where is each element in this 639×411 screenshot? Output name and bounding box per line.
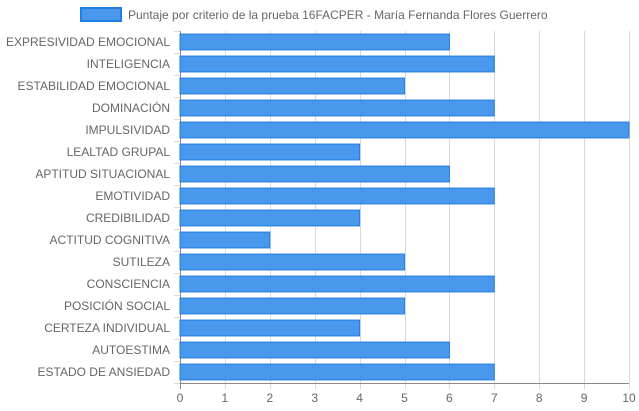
bar[interactable] xyxy=(179,143,361,161)
bars xyxy=(179,33,630,381)
category-label: SUTILEZA xyxy=(113,255,170,269)
category-label: CERTEZA INDIVIDUAL xyxy=(44,321,170,335)
x-tick-label: 0 xyxy=(177,391,184,405)
category-label: APTITUD SITUACIONAL xyxy=(35,167,170,181)
category-label: ESTABILIDAD EMOCIONAL xyxy=(18,79,171,93)
x-tick-label: 10 xyxy=(622,391,636,405)
x-tick-label: 2 xyxy=(266,391,273,405)
category-label: EXPRESIVIDAD EMOCIONAL xyxy=(6,35,170,49)
x-tick-label: 4 xyxy=(356,391,363,405)
category-label: CONSCIENCIA xyxy=(87,277,170,291)
x-tick-label: 6 xyxy=(446,391,453,405)
bar[interactable] xyxy=(179,275,495,293)
bar[interactable] xyxy=(179,363,495,381)
bar[interactable] xyxy=(179,121,630,139)
x-tick-label: 5 xyxy=(401,391,408,405)
bar[interactable] xyxy=(179,341,450,359)
x-tick-label: 8 xyxy=(536,391,543,405)
category-label: POSICIÓN SOCIAL xyxy=(64,298,170,313)
category-label: IMPULSIVIDAD xyxy=(85,123,170,137)
legend-label: Puntaje por criterio de la prueba 16FACP… xyxy=(128,8,548,22)
category-label: AUTOESTIMA xyxy=(92,343,170,357)
category-label: LEALTAD GRUPAL xyxy=(67,145,171,159)
bar[interactable] xyxy=(179,165,450,183)
bar[interactable] xyxy=(179,209,361,227)
x-tick-label: 7 xyxy=(491,391,498,405)
bar[interactable] xyxy=(179,99,495,117)
bar[interactable] xyxy=(179,33,450,51)
category-labels: EXPRESIVIDAD EMOCIONAL INTELIGENCIA ESTABI… xyxy=(6,35,170,379)
x-tick-label: 1 xyxy=(222,391,229,405)
bar[interactable] xyxy=(179,187,495,205)
x-tick-labels: 0 1 2 3 4 5 6 7 8 9 10 xyxy=(177,391,636,405)
bar[interactable] xyxy=(179,231,271,249)
bar[interactable] xyxy=(179,55,495,73)
category-label: DOMINACIÓN xyxy=(92,100,170,115)
x-tick-label: 9 xyxy=(581,391,588,405)
legend-swatch xyxy=(80,7,122,22)
chart-legend[interactable]: Puntaje por criterio de la prueba 16FACP… xyxy=(80,7,548,22)
bar[interactable] xyxy=(179,297,405,315)
bar[interactable] xyxy=(179,253,405,271)
category-label: CREDIBILIDAD xyxy=(86,211,170,225)
category-label: EMOTIVIDAD xyxy=(95,189,170,203)
category-label: INTELIGENCIA xyxy=(87,57,170,71)
bar[interactable] xyxy=(179,319,361,337)
category-label: ESTADO DE ANSIEDAD xyxy=(38,365,171,379)
x-tick-label: 3 xyxy=(311,391,318,405)
bar[interactable] xyxy=(179,77,405,95)
category-label: ACTITUD COGNITIVA xyxy=(50,233,170,247)
